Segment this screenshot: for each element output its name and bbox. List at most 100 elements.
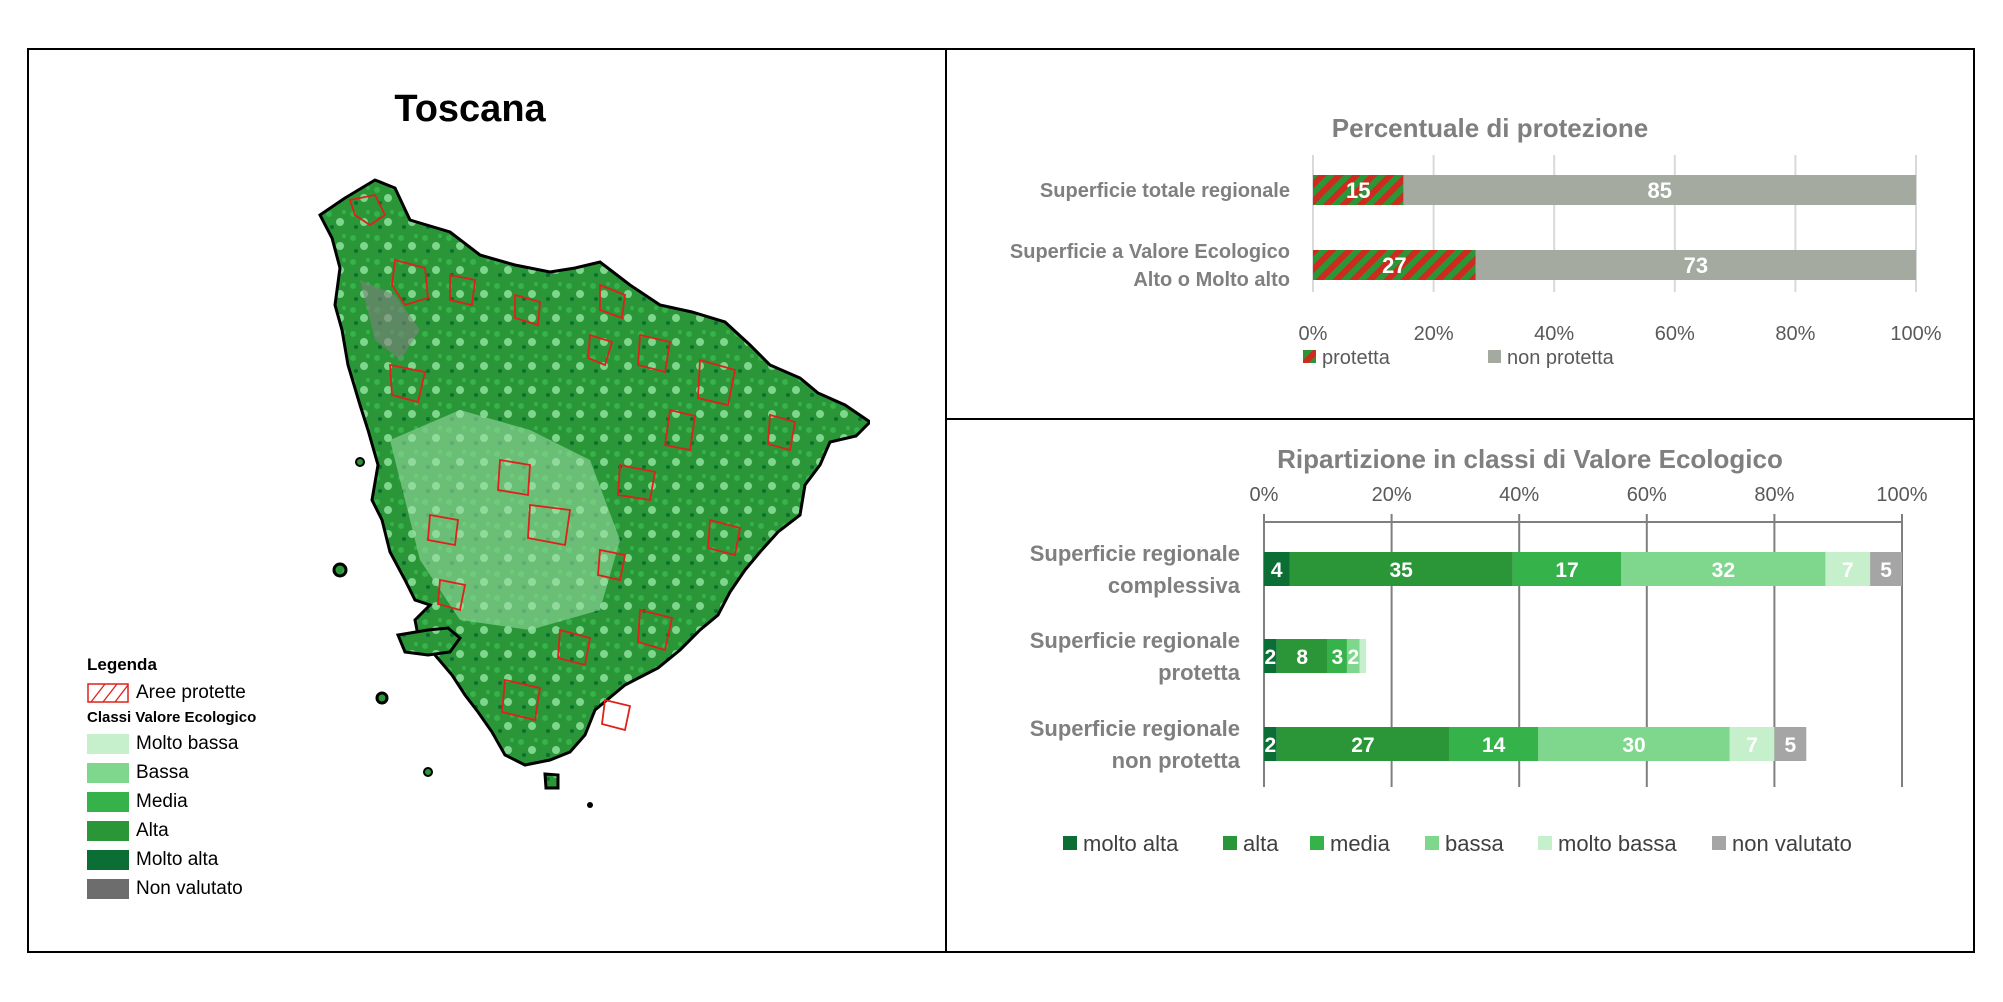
data-label: 27 — [1382, 253, 1406, 278]
legend-label: Bassa — [136, 761, 189, 783]
category-label: protetta — [1158, 660, 1241, 685]
elba-island — [395, 626, 463, 657]
bar-segment — [1276, 727, 1450, 761]
data-label: 5 — [1785, 734, 1797, 757]
data-label: 4 — [1271, 559, 1283, 582]
bar-segment — [1403, 175, 1916, 205]
data-label: 2 — [1265, 734, 1277, 757]
bar-segment — [1313, 175, 1404, 205]
x-tick-label: 100% — [1890, 323, 1941, 345]
data-label: 73 — [1684, 253, 1708, 278]
tuscany-mainland — [318, 178, 870, 767]
legend-title: Legenda — [87, 655, 157, 674]
bar-segment — [1276, 639, 1328, 673]
bar-segment — [1538, 727, 1730, 761]
legend-label: molto bassa — [1558, 831, 1677, 856]
legend-item-class: Bassa — [87, 758, 417, 787]
legend-label: Molto bassa — [136, 732, 239, 754]
x-tick-label: 60% — [1655, 323, 1695, 345]
category-label: Alto o Molto alto — [1133, 269, 1290, 291]
data-label: 27 — [1351, 734, 1374, 757]
bar-segment — [1621, 552, 1826, 586]
giglio-island — [543, 772, 560, 790]
legend-swatch — [1063, 836, 1077, 850]
bar-segment — [1870, 552, 1902, 586]
legend-swatch — [87, 820, 129, 841]
map-legend: Legenda Aree protette Classi Valore Ecol… — [87, 652, 417, 903]
legend-label: Non valutato — [136, 877, 243, 899]
x-tick-label: 100% — [1876, 484, 1927, 506]
data-label: 7 — [1746, 734, 1758, 757]
bar-segment — [1346, 639, 1360, 673]
bar-segment — [1313, 250, 1476, 280]
protected-area — [707, 518, 742, 557]
legend-label: bassa — [1445, 831, 1504, 856]
chart-title: Ripartizione in classi di Valore Ecologi… — [1277, 444, 1783, 474]
bar-segment — [1475, 250, 1916, 280]
legend-item-class: Molto alta — [87, 845, 417, 874]
legend-swatch — [87, 762, 129, 783]
bar-segment — [1825, 552, 1871, 586]
bar-segment — [1729, 727, 1775, 761]
legend-item-class: Media — [87, 787, 417, 816]
protected-area — [601, 698, 632, 732]
bar-segment — [1774, 727, 1807, 761]
protected-area — [514, 293, 541, 327]
legend-label: Aree protette — [136, 681, 246, 703]
legend-swatch — [1712, 836, 1726, 850]
protected-area — [617, 463, 657, 502]
bar-segment — [1512, 552, 1622, 586]
panel-divider-horizontal — [945, 418, 1975, 420]
legend-label: Alta — [136, 819, 169, 841]
legend-label: Media — [136, 790, 188, 812]
x-tick-label: 60% — [1627, 484, 1667, 506]
pianosa-island — [375, 691, 389, 705]
category-label: Superficie a Valore Ecologico — [1010, 241, 1290, 263]
bar-segment — [1264, 727, 1277, 761]
gorgona-island — [355, 457, 365, 467]
x-tick-label: 80% — [1754, 484, 1794, 506]
bar-segment — [1264, 552, 1290, 586]
protected-area — [597, 548, 627, 582]
gray-area — [360, 280, 420, 360]
hatch-swatch — [87, 682, 129, 703]
legend-swatch — [1223, 836, 1237, 850]
category-label: Superficie regionale — [1030, 541, 1240, 566]
map-title: Toscana — [394, 88, 546, 130]
protected-area — [767, 413, 797, 452]
legend-swatch — [87, 791, 129, 812]
chart-protection: Percentuale di protezione 0% 20% 40% 60% 80% 1… — [1010, 113, 1942, 369]
bar-segment — [1359, 639, 1367, 673]
legend-swatch — [87, 878, 129, 899]
legend-item-class: Molto bassa — [87, 729, 417, 758]
giannutri-island — [587, 802, 593, 808]
x-tick-label: 0% — [1250, 484, 1279, 506]
data-label: 35 — [1389, 559, 1413, 582]
data-label: 85 — [1647, 178, 1671, 203]
category-label: complessiva — [1108, 573, 1241, 598]
legend-item-protected: Aree protette — [87, 678, 417, 707]
protected-area — [663, 408, 697, 452]
data-label: 7 — [1842, 559, 1854, 582]
bar-segment — [1264, 639, 1277, 673]
data-label: 17 — [1555, 559, 1578, 582]
protected-area — [449, 273, 476, 307]
data-label: 3 — [1332, 646, 1344, 669]
legend-swatch — [1310, 836, 1324, 850]
protected-area — [391, 258, 429, 307]
protected-area — [497, 458, 531, 497]
data-label: 14 — [1482, 734, 1506, 757]
protected-area — [427, 513, 459, 547]
legend-classes-title: Classi Valore Ecologico — [87, 709, 257, 726]
chart-classes: Ripartizione in classi di Valore Ecologi… — [1030, 444, 1928, 856]
category-label: Superficie regionale — [1030, 716, 1240, 741]
legend-swatch — [87, 849, 129, 870]
panel-divider-vertical — [945, 48, 947, 953]
protected-area — [389, 363, 427, 404]
x-tick-label: 40% — [1499, 484, 1539, 506]
x-tick-label: 0% — [1299, 323, 1328, 345]
legend-label: alta — [1243, 831, 1279, 856]
category-label: non protetta — [1112, 748, 1241, 773]
region-shape — [318, 178, 870, 808]
data-label: 5 — [1880, 559, 1892, 582]
